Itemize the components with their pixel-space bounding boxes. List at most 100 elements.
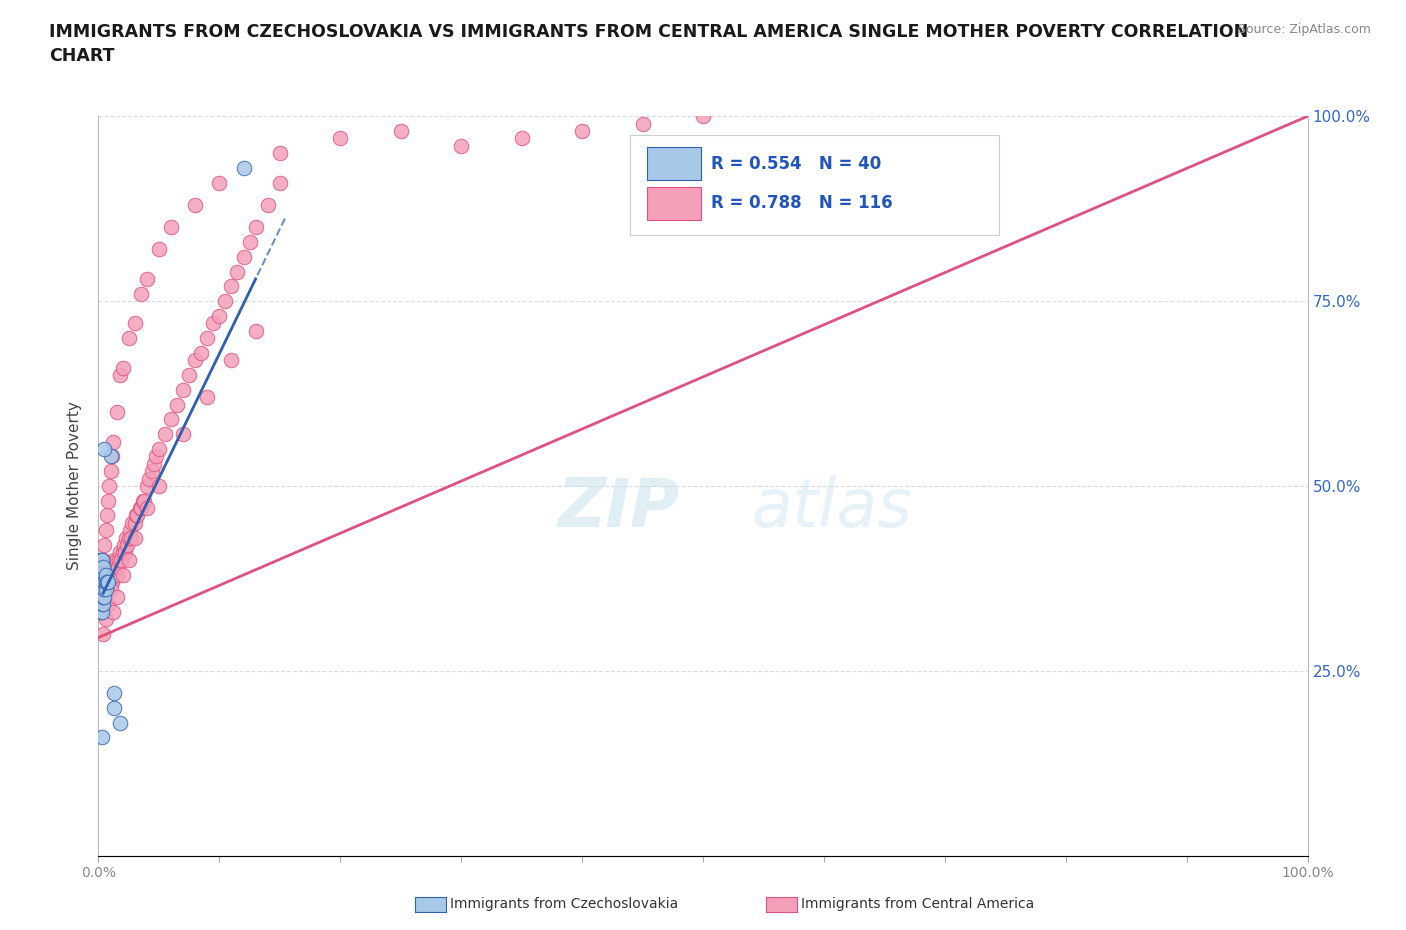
Point <box>96 575 118 590</box>
Point <box>93 575 115 590</box>
Point <box>124 530 146 545</box>
Point <box>90 575 112 590</box>
Point <box>118 530 141 545</box>
Text: Immigrants from Czechoslovakia: Immigrants from Czechoslovakia <box>450 897 678 911</box>
Point <box>91 552 114 567</box>
Point <box>510 131 533 146</box>
Point <box>103 685 125 700</box>
Point <box>91 590 114 604</box>
Point <box>89 575 111 590</box>
Point <box>100 575 122 590</box>
FancyBboxPatch shape <box>647 187 700 219</box>
Point <box>184 197 207 212</box>
Point <box>101 567 124 582</box>
Point <box>91 582 114 597</box>
Point <box>91 590 114 604</box>
Point <box>89 582 111 597</box>
Point <box>89 575 111 590</box>
Point <box>111 567 134 582</box>
Point <box>121 515 143 530</box>
Point <box>117 538 139 552</box>
Point <box>94 582 117 597</box>
Point <box>94 523 117 538</box>
Point <box>108 545 131 560</box>
Point <box>97 575 120 590</box>
Point <box>127 508 149 523</box>
Point <box>93 582 115 597</box>
Point <box>110 552 132 567</box>
Point <box>91 590 114 604</box>
Point <box>90 590 112 604</box>
Point <box>105 405 128 419</box>
Point <box>91 567 114 582</box>
Point <box>118 331 141 346</box>
Point <box>103 552 125 567</box>
Point <box>89 560 111 575</box>
Point <box>115 530 138 545</box>
Point <box>93 442 115 457</box>
Point <box>195 331 218 346</box>
Point <box>208 176 231 191</box>
Point <box>91 604 114 619</box>
Point <box>269 146 291 161</box>
Point <box>135 272 157 286</box>
Point <box>143 457 166 472</box>
Point <box>184 352 207 367</box>
Text: Source: ZipAtlas.com: Source: ZipAtlas.com <box>1237 23 1371 36</box>
Point <box>124 515 146 530</box>
Point <box>148 242 170 257</box>
Point <box>190 345 212 360</box>
Point <box>145 449 167 464</box>
Point <box>91 567 114 582</box>
Point <box>172 382 194 397</box>
Point <box>172 427 194 442</box>
Point <box>226 264 249 279</box>
Point <box>256 197 278 212</box>
Point <box>141 464 163 479</box>
Text: ZIP: ZIP <box>558 475 679 541</box>
Point <box>124 316 146 331</box>
Point <box>97 582 120 597</box>
Point <box>148 442 170 457</box>
Point <box>90 567 112 582</box>
Point <box>100 449 122 464</box>
Point <box>195 390 218 405</box>
Point <box>101 604 124 619</box>
Point <box>93 590 115 604</box>
Point <box>100 575 122 590</box>
Point <box>135 500 157 515</box>
Point <box>89 567 111 582</box>
Point <box>91 575 114 590</box>
Point <box>91 597 114 612</box>
Point <box>179 367 201 382</box>
Point <box>450 139 472 153</box>
Point <box>221 352 243 367</box>
Point <box>107 560 129 575</box>
Point <box>93 590 115 604</box>
Point <box>232 161 254 176</box>
Point <box>105 567 128 582</box>
Text: atlas: atlas <box>751 475 912 541</box>
Point <box>148 479 170 494</box>
Point <box>91 560 114 575</box>
Point <box>103 567 125 582</box>
Point <box>202 316 225 331</box>
Point <box>111 360 134 375</box>
Point <box>105 590 128 604</box>
Point <box>108 367 131 382</box>
Point <box>160 412 183 427</box>
Point <box>571 124 593 139</box>
Point <box>100 567 122 582</box>
Point <box>120 530 142 545</box>
Point <box>91 567 114 582</box>
Point <box>93 582 115 597</box>
Point <box>269 176 291 191</box>
Point <box>132 493 155 508</box>
Point <box>91 582 114 597</box>
Point <box>100 449 122 464</box>
Point <box>329 131 352 146</box>
Point <box>91 575 114 590</box>
Point <box>90 582 112 597</box>
Point <box>90 582 112 597</box>
Point <box>89 552 111 567</box>
